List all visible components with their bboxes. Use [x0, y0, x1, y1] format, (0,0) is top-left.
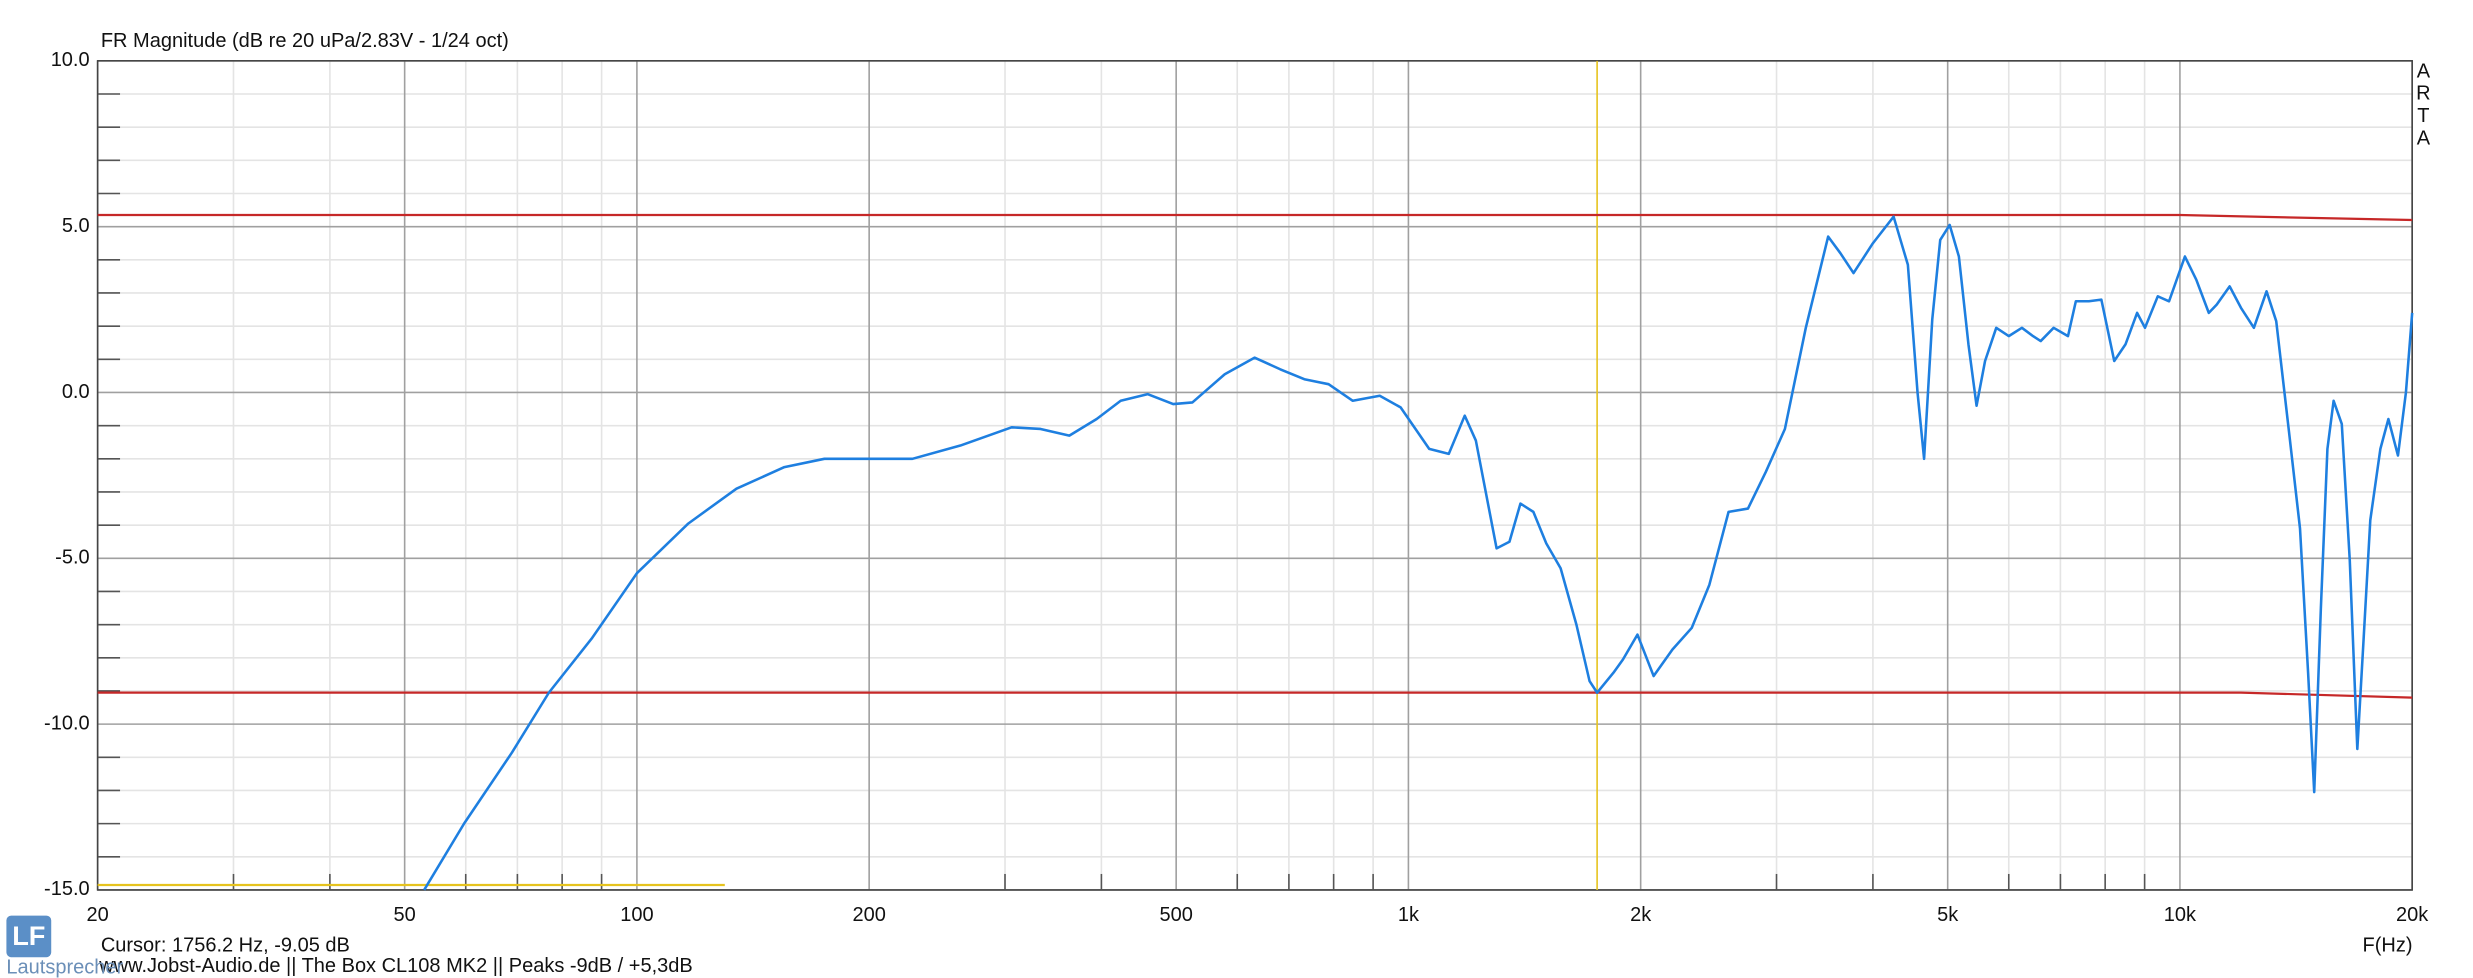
logo-text: Lautsprecher: [6, 957, 123, 978]
line-series: [423, 215, 2414, 891]
y-tick-label: -10.0: [44, 712, 90, 734]
x-tick-label: 500: [1159, 904, 1192, 926]
cursor-readout: Cursor: 1756.2 Hz, -9.05 dB: [101, 934, 350, 956]
y-tick-label: -15.0: [44, 878, 90, 900]
logo: LF: [12, 920, 45, 951]
x-tick-label: 1k: [1398, 904, 1420, 926]
brand-letter: A: [2417, 128, 2431, 150]
y-tick-label: -5.0: [55, 547, 89, 569]
footer: www.Jobst-Audio.de || The Box CL108 MK2 …: [98, 955, 693, 977]
x-tick-label: 2k: [1630, 904, 1652, 926]
x-tick-label: 10k: [2164, 904, 2197, 926]
y-tick-label: 5.0: [62, 215, 90, 237]
x-tick-label: 5k: [1937, 904, 1959, 926]
x-tick-label: 50: [394, 904, 416, 926]
brand-letter: R: [2416, 83, 2430, 105]
brand-letter: A: [2417, 60, 2431, 82]
brand-letter: T: [2417, 105, 2429, 127]
x-tick-label: 200: [852, 904, 885, 926]
x-tick-label: 20k: [2396, 904, 2429, 926]
y-tick-label: 0.0: [62, 381, 90, 403]
line-series: [97, 213, 2413, 222]
x-axis-label: F(Hz): [2363, 934, 2413, 956]
chart-title: FR Magnitude (dB re 20 uPa/2.83V - 1/24 …: [101, 30, 509, 52]
x-tick-label: 100: [620, 904, 653, 926]
x-tick-label: 20: [87, 904, 109, 926]
logo-box: [6, 915, 52, 958]
y-tick-label: 10.0: [51, 49, 90, 71]
plot-frame: [96, 60, 2413, 891]
